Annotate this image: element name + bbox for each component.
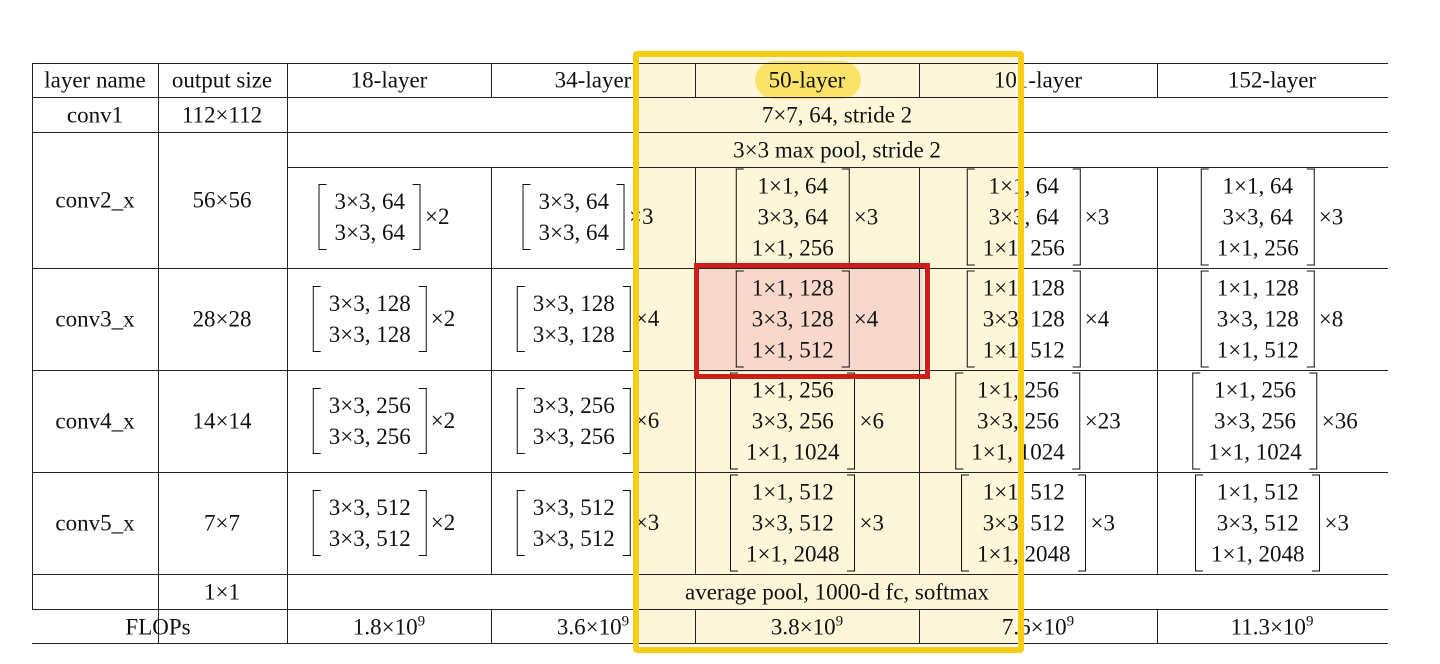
header-layer-name: layer name xyxy=(44,67,146,93)
header-output-size: output size xyxy=(171,67,273,93)
conv1-output: 112×112 xyxy=(181,102,263,128)
header-152-layer: 152-layer xyxy=(1227,67,1317,93)
vrule-name xyxy=(158,63,159,644)
flops-18: 1.8×109 xyxy=(352,613,426,640)
conv2-18-block: 3×3, 64 3×3, 64 ×2 xyxy=(318,184,449,250)
rule-bottom xyxy=(32,643,1388,644)
conv5-152-block: 1×1, 512 3×3, 512 1×1, 2048 ×3 xyxy=(1195,474,1349,572)
rule-top xyxy=(32,63,1388,64)
rule-maxpool xyxy=(287,167,1388,168)
column-highlight-box xyxy=(633,51,1024,653)
rule-conv5 xyxy=(32,574,1388,575)
maxpool-spec: 3×3 max pool, stride 2 xyxy=(733,137,941,163)
rule-final xyxy=(32,609,1388,610)
vrule-18 xyxy=(491,63,492,98)
vrule-18c xyxy=(491,609,492,644)
conv2-50-block: 1×1, 64 3×3, 64 1×1, 256 ×3 xyxy=(735,168,878,266)
conv2-152-block: 1×1, 64 3×3, 64 1×1, 256 ×3 xyxy=(1200,168,1343,266)
header-highlight-pill xyxy=(755,61,861,99)
conv4-50-block: 1×1, 256 3×3, 256 1×1, 1024 ×6 xyxy=(730,372,884,470)
conv5-output: 7×7 xyxy=(204,510,240,536)
vrule-50 xyxy=(919,63,920,98)
vrule-101 xyxy=(1157,63,1158,98)
conv4-output: 14×14 xyxy=(192,408,252,434)
header-50-layer: 50-layer xyxy=(768,67,846,93)
conv2-output: 56×56 xyxy=(192,187,252,213)
vrule-101c xyxy=(1157,609,1158,644)
flops-34: 3.6×109 xyxy=(556,613,630,640)
cell-highlight-box xyxy=(694,263,930,379)
conv3-50-block: 1×1, 128 3×3, 128 1×1, 512 ×4 xyxy=(735,270,878,368)
vrule-left xyxy=(32,63,33,610)
header-101-layer: 101-layer xyxy=(993,67,1083,93)
rule-conv1 xyxy=(32,132,1388,133)
conv5-50-block: 1×1, 512 3×3, 512 1×1, 2048 ×3 xyxy=(730,474,884,572)
vrule-34c xyxy=(695,609,696,644)
conv4-152-block: 1×1, 256 3×3, 256 1×1, 1024 ×36 xyxy=(1192,372,1358,470)
conv1-name: conv1 xyxy=(66,102,124,128)
conv5-name: conv5_x xyxy=(55,510,135,536)
header-18-layer: 18-layer xyxy=(350,67,428,93)
final-output: 1×1 xyxy=(204,579,240,605)
conv3-name: conv3_x xyxy=(55,306,135,332)
conv2-name: conv2_x xyxy=(55,187,135,213)
vrule-50c xyxy=(919,609,920,644)
conv4-18-block: 3×3, 256 3×3, 256 ×2 xyxy=(312,388,455,454)
cell-highlight-fill xyxy=(697,266,923,372)
vrule-output xyxy=(287,63,288,644)
conv4-34-block: 3×3, 256 3×3, 256 ×6 xyxy=(516,388,659,454)
conv3-152-block: 1×1, 128 3×3, 128 1×1, 512 ×8 xyxy=(1200,270,1343,368)
conv5-34-block: 3×3, 512 3×3, 512 ×3 xyxy=(516,490,659,556)
vrule-18b xyxy=(491,167,492,575)
conv4-name: conv4_x xyxy=(55,408,135,434)
flops-label: FLOPs xyxy=(125,614,191,640)
flops-50: 3.8×109 xyxy=(770,613,844,640)
rule-header xyxy=(32,97,1388,98)
conv5-18-block: 3×3, 512 3×3, 512 ×2 xyxy=(312,490,455,556)
vrule-101b xyxy=(1157,167,1158,575)
vrule-50b xyxy=(919,167,920,575)
final-spec: average pool, 1000-d fc, softmax xyxy=(684,579,990,605)
rule-conv3 xyxy=(32,370,1388,371)
conv3-18-block: 3×3, 128 3×3, 128 ×2 xyxy=(312,286,455,352)
header-34-layer: 34-layer xyxy=(554,67,632,93)
flops-152: 11.3×109 xyxy=(1230,613,1314,640)
rule-conv4 xyxy=(32,472,1388,473)
conv1-spec: 7×7, 64, stride 2 xyxy=(761,102,913,128)
rule-conv2 xyxy=(32,268,1388,269)
vrule-34 xyxy=(695,63,696,98)
conv3-output: 28×28 xyxy=(192,306,252,332)
conv2-34-block: 3×3, 64 3×3, 64 ×3 xyxy=(522,184,653,250)
